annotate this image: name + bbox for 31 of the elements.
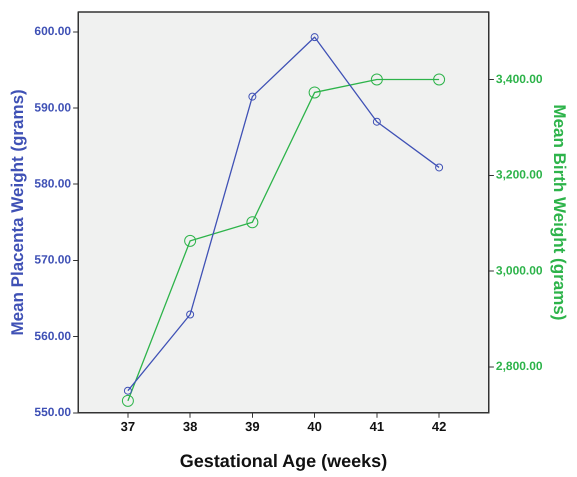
x-tick-label: 39 xyxy=(245,419,260,434)
y2-tick-label: 3,400.00 xyxy=(496,72,543,86)
y2-tick-label: 2,800.00 xyxy=(496,359,543,374)
point xyxy=(433,74,446,86)
point xyxy=(186,310,194,319)
point xyxy=(246,216,258,228)
point xyxy=(370,74,383,86)
y-axis-title: Mean Placenta Weight (grams) xyxy=(8,89,27,336)
point xyxy=(124,386,132,395)
y2-tick-label: 3,200.00 xyxy=(496,168,543,182)
x-axis-title: Gestational Age (weeks) xyxy=(180,451,388,472)
y-tick-label: 590.00 xyxy=(34,100,72,114)
y-tick-label: 550.00 xyxy=(34,405,72,420)
point xyxy=(122,394,134,407)
point xyxy=(248,92,256,101)
y2-tick-label: 3,000.00 xyxy=(496,263,543,278)
y-tick-label: 570.00 xyxy=(34,252,72,267)
y2-axis-title: Mean Birth Weight (grams) xyxy=(550,104,570,320)
y-tick-label: 560.00 xyxy=(34,328,72,343)
point xyxy=(184,234,196,247)
point xyxy=(435,163,444,172)
y-tick-label: 580.00 xyxy=(34,176,72,191)
x-tick-label: 42 xyxy=(432,419,446,434)
point xyxy=(310,33,319,42)
x-tick-label: 40 xyxy=(307,419,322,434)
point xyxy=(308,86,321,98)
y-tick-label: 600.00 xyxy=(34,24,72,38)
x-tick-label: 37 xyxy=(120,419,136,434)
x-tick-label: 38 xyxy=(182,419,198,434)
point xyxy=(372,118,381,126)
x-tick-label: 41 xyxy=(370,419,384,434)
